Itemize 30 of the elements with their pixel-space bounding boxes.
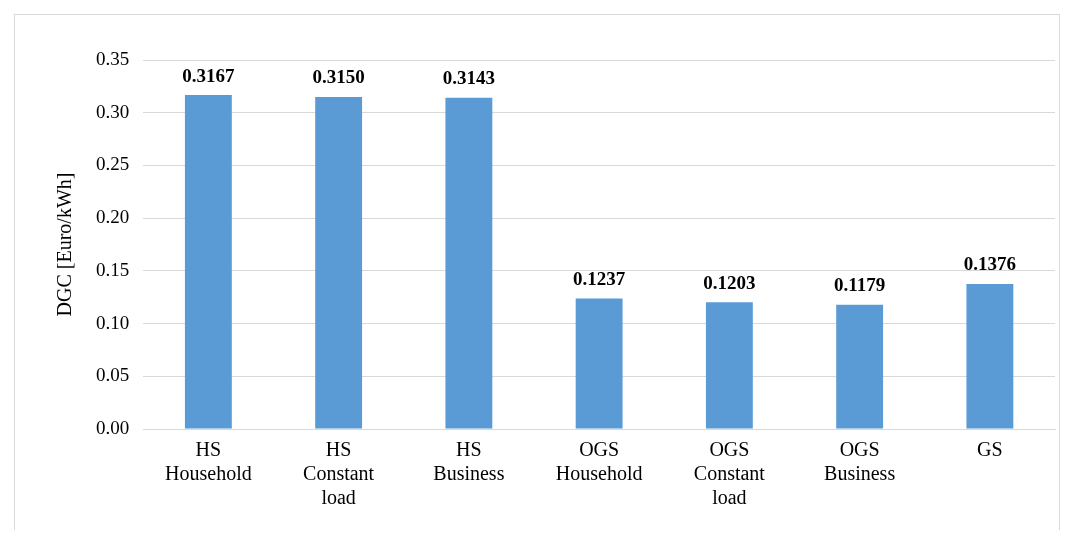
data-label: 0.3167 bbox=[182, 64, 235, 86]
x-tick-label: HS Business bbox=[433, 438, 505, 485]
x-tick-label: OGS Business bbox=[824, 438, 896, 485]
data-label: 0.3143 bbox=[442, 67, 495, 89]
bar bbox=[575, 298, 623, 429]
bar bbox=[966, 283, 1014, 429]
x-tick-label: OGS Constant load bbox=[693, 438, 766, 509]
y-tick-label: 0.00 bbox=[96, 416, 130, 438]
data-label: 0.1237 bbox=[573, 267, 626, 289]
x-tick-label: OGS Household bbox=[555, 438, 643, 485]
data-label: 0.1179 bbox=[834, 274, 886, 296]
bar bbox=[184, 95, 232, 429]
y-tick-label: 0.10 bbox=[96, 311, 130, 333]
bar bbox=[445, 97, 493, 429]
y-tick-label: 0.25 bbox=[96, 153, 130, 175]
bar bbox=[705, 302, 753, 429]
y-tick-label: 0.20 bbox=[96, 206, 130, 228]
data-label: 0.1376 bbox=[963, 253, 1016, 275]
y-axis-title: DGC [Euro/kWh] bbox=[53, 172, 76, 317]
x-tick-label: HS Household bbox=[165, 438, 252, 485]
y-tick-label: 0.15 bbox=[96, 258, 130, 280]
data-label: 0.1203 bbox=[703, 271, 756, 293]
bar bbox=[836, 304, 884, 429]
y-tick-label: 0.30 bbox=[96, 100, 130, 122]
data-label: 0.3150 bbox=[312, 66, 365, 88]
bar bbox=[315, 96, 363, 429]
y-tick-label: 0.05 bbox=[96, 364, 130, 386]
x-tick-label: HS Constant load bbox=[303, 438, 375, 509]
y-tick-label: 0.35 bbox=[96, 47, 130, 69]
x-tick-label: GS bbox=[977, 438, 1003, 461]
